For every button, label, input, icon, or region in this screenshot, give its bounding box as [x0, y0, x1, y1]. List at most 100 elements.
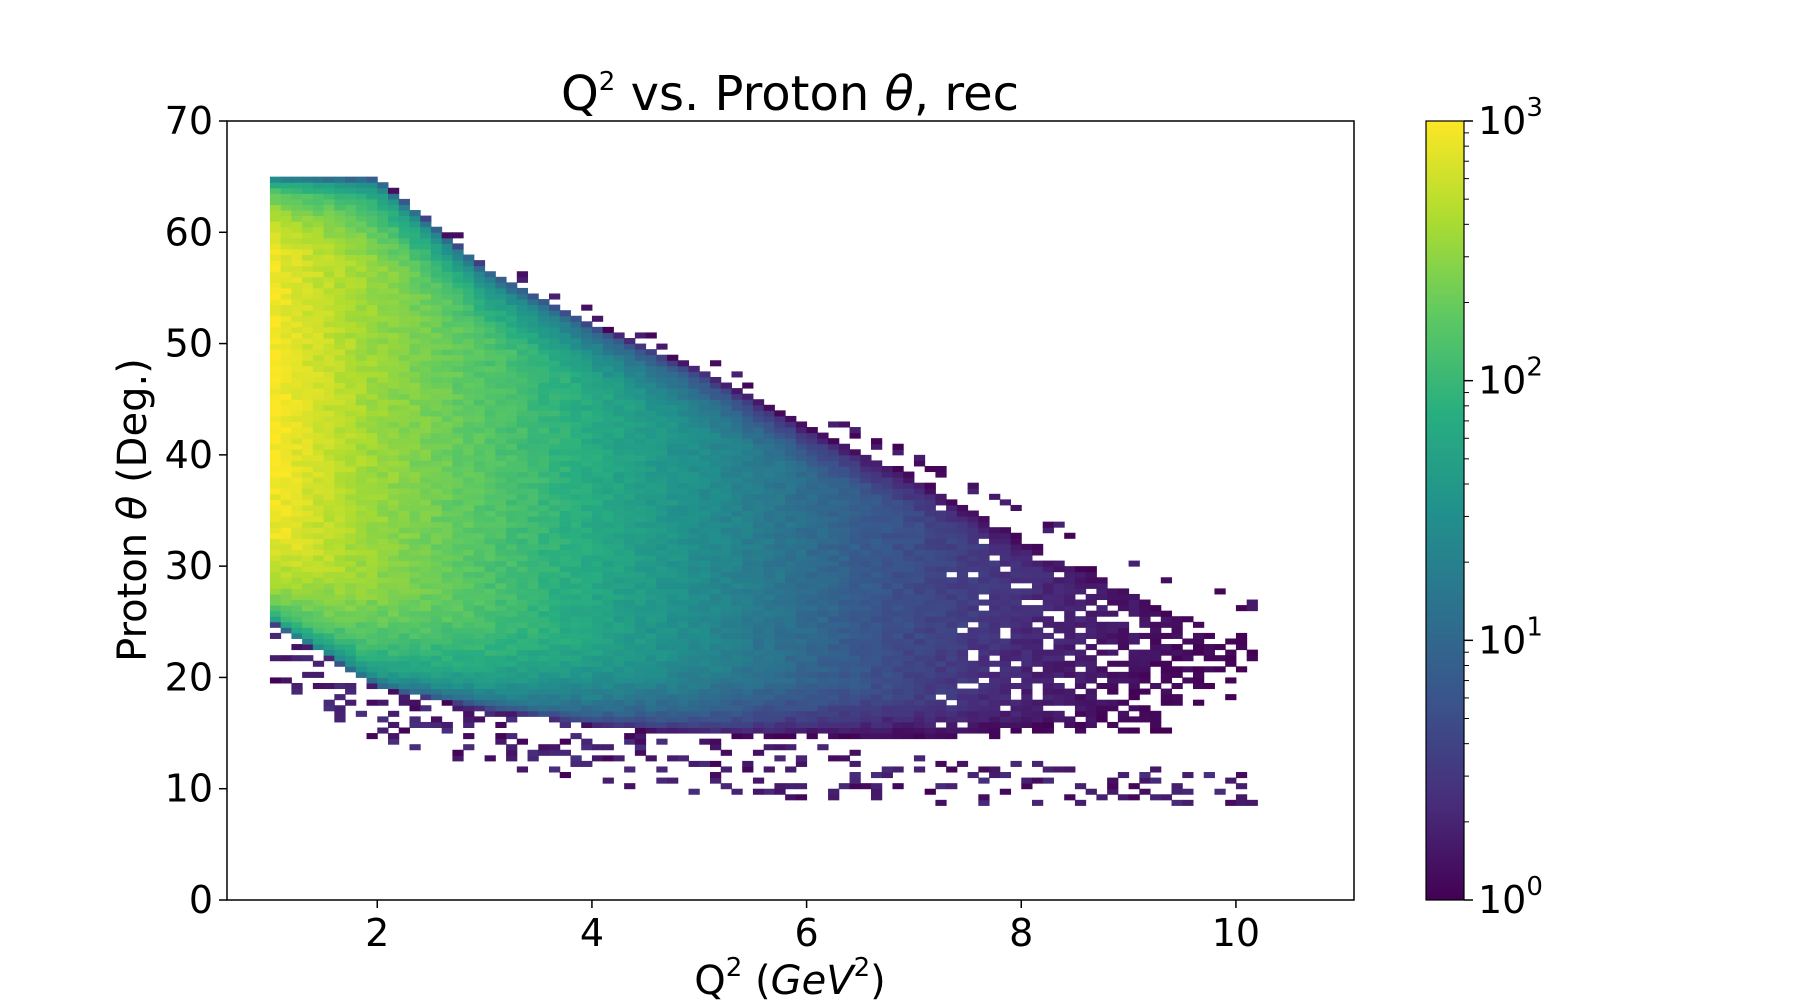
- heatmap-cell: [677, 376, 690, 384]
- heatmap-cell: [452, 482, 464, 489]
- heatmap-cell: [323, 371, 335, 378]
- heatmap-cell: [731, 460, 743, 467]
- heatmap-cell: [355, 482, 368, 489]
- heatmap-cell: [506, 543, 518, 550]
- heatmap-cell: [334, 226, 346, 233]
- heatmap-cell: [473, 438, 486, 445]
- heatmap-cell: [581, 638, 593, 645]
- heatmap-cell: [602, 699, 614, 706]
- heatmap-cell: [269, 321, 282, 328]
- heatmap-cell: [516, 477, 529, 484]
- heatmap-cell: [795, 571, 808, 578]
- heatmap-cell: [506, 605, 518, 612]
- heatmap-cell: [538, 632, 550, 639]
- heatmap-cell: [527, 393, 539, 400]
- heatmap-cell: [913, 766, 926, 773]
- heatmap-cell: [527, 376, 539, 384]
- heatmap-cell: [860, 638, 872, 645]
- heatmap-cell: [559, 710, 571, 717]
- heatmap-cell: [452, 399, 464, 406]
- heatmap-cell: [1021, 699, 1033, 706]
- heatmap-cell: [291, 193, 303, 200]
- heatmap-cell: [334, 705, 346, 712]
- heatmap-cell: [527, 577, 539, 584]
- heatmap-cell: [355, 588, 368, 595]
- heatmap-cell: [1021, 666, 1033, 673]
- heatmap-cell: [495, 571, 507, 578]
- heatmap-cell: [495, 393, 507, 400]
- heatmap-cell: [452, 705, 464, 712]
- heatmap-cell: [795, 632, 808, 639]
- heatmap-cell: [495, 566, 507, 573]
- heatmap-cell: [946, 694, 958, 701]
- heatmap-cell: [516, 599, 529, 606]
- heatmap-cell: [881, 772, 893, 779]
- heatmap-cell: [484, 371, 496, 378]
- heatmap-cell: [634, 415, 647, 422]
- heatmap-cell: [420, 488, 432, 495]
- heatmap-cell: [495, 627, 507, 634]
- heatmap-cell: [345, 499, 357, 506]
- heatmap-cell: [280, 349, 292, 356]
- heatmap-cell: [398, 232, 410, 239]
- heatmap-cell: [634, 705, 647, 712]
- heatmap-cell: [892, 605, 904, 612]
- heatmap-cell: [699, 482, 711, 489]
- heatmap-cell: [430, 666, 443, 673]
- heatmap-cell: [785, 744, 797, 751]
- heatmap-cell: [345, 415, 357, 422]
- heatmap-cell: [366, 555, 378, 562]
- heatmap-cell: [860, 621, 872, 628]
- heatmap-cell: [495, 610, 507, 617]
- heatmap-cell: [409, 744, 421, 751]
- heatmap-cell: [398, 460, 410, 467]
- heatmap-cell: [892, 688, 904, 695]
- heatmap-cell: [849, 571, 861, 578]
- heatmap-cell: [398, 694, 410, 701]
- heatmap-cell: [763, 716, 775, 723]
- heatmap-cell: [473, 588, 486, 595]
- heatmap-cell: [452, 299, 464, 306]
- heatmap-cell: [495, 465, 507, 473]
- heatmap-cell: [1021, 777, 1033, 784]
- heatmap-cell: [302, 399, 314, 406]
- heatmap-cell: [774, 638, 786, 645]
- heatmap-cell: [463, 443, 475, 450]
- heatmap-cell: [656, 482, 668, 489]
- heatmap-cell: [731, 644, 743, 651]
- heatmap-cell: [795, 510, 808, 517]
- heatmap-cell: [591, 655, 604, 662]
- heatmap-cell: [624, 443, 636, 450]
- heatmap-cell: [323, 582, 335, 589]
- heatmap-cell: [549, 310, 561, 317]
- heatmap-cell: [430, 248, 443, 256]
- heatmap-cell: [398, 449, 410, 456]
- heatmap-cell: [538, 471, 550, 478]
- heatmap-cell: [345, 215, 357, 222]
- heatmap-cell: [366, 260, 378, 267]
- heatmap-cell: [398, 427, 410, 434]
- heatmap-cell: [388, 276, 400, 283]
- heatmap-cell: [871, 471, 883, 478]
- heatmap-cell: [699, 477, 711, 484]
- heatmap-cell: [516, 354, 529, 361]
- heatmap-cell: [677, 527, 690, 534]
- heatmap-cell: [677, 755, 690, 762]
- heatmap-cell: [688, 465, 700, 473]
- heatmap-cell: [634, 477, 647, 484]
- heatmap-cell: [817, 527, 829, 534]
- heatmap-cell: [409, 616, 421, 623]
- heatmap-cell: [699, 710, 711, 717]
- heatmap-cell: [312, 215, 325, 222]
- heatmap-cell: [688, 632, 700, 639]
- heatmap-cell: [409, 532, 421, 539]
- heatmap-cell: [978, 632, 990, 639]
- heatmap-cell: [795, 465, 808, 473]
- heatmap-cell: [377, 326, 389, 333]
- heatmap-cell: [506, 688, 518, 695]
- heatmap-cell: [860, 571, 872, 578]
- heatmap-cell: [570, 432, 582, 439]
- heatmap-cell: [473, 310, 486, 317]
- heatmap-cell: [999, 655, 1012, 662]
- heatmap-cell: [999, 527, 1012, 534]
